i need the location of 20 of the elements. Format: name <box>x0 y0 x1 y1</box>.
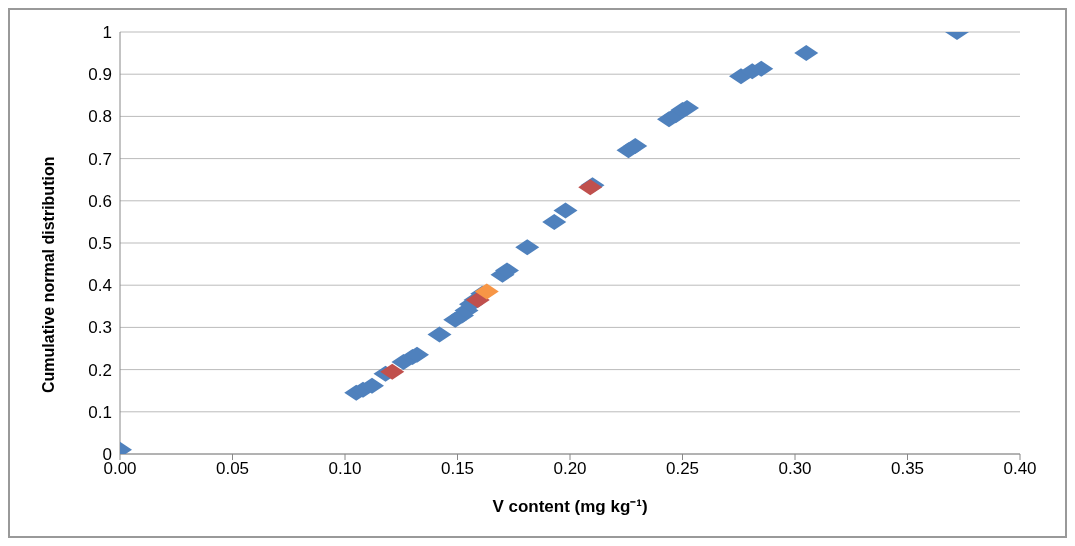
x-tick-label: 0.20 <box>553 459 587 479</box>
y-tick-label: 0.7 <box>88 149 112 169</box>
x-tick-label: 0.10 <box>328 459 362 479</box>
y-axis-title: Cumulative normal distribution <box>39 156 57 393</box>
y-tick-label: 0.9 <box>88 65 112 85</box>
y-tick-label: 0.5 <box>88 234 112 254</box>
y-tick-label: 1 <box>102 23 112 43</box>
y-tick-label: 0.3 <box>88 318 112 338</box>
x-tick-label: 0.25 <box>665 459 700 479</box>
x-tick-label: 0.15 <box>440 459 475 479</box>
y-tick-label: 0.8 <box>88 107 112 127</box>
x-tick-label: 0.35 <box>890 459 925 479</box>
y-tick-label: 0.4 <box>88 276 112 296</box>
x-tick-label: 0.40 <box>1003 459 1037 479</box>
y-tick-label: 0.1 <box>88 402 112 422</box>
y-tick-label: 0.2 <box>88 360 112 380</box>
x-tick-label: 0.30 <box>778 459 812 479</box>
x-axis-title: V content (mg kg⁻¹) <box>492 497 648 516</box>
x-tick-label: 0.05 <box>215 459 250 479</box>
y-tick-label: 0.6 <box>88 191 112 211</box>
